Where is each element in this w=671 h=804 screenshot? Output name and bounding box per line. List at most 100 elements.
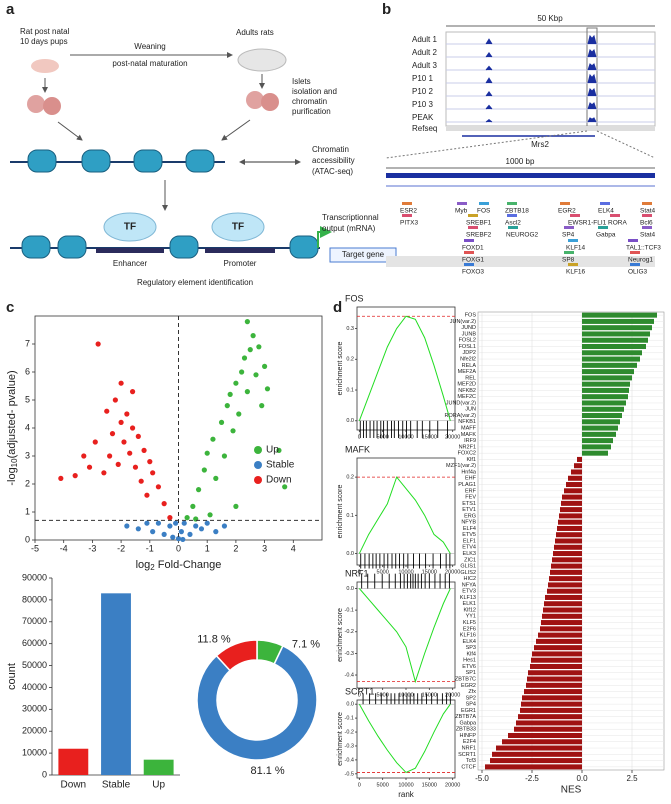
motif-label: Bcl6 [640, 220, 653, 227]
y-tick-label: -0.4 [345, 672, 354, 678]
bar [582, 375, 632, 381]
x-tick-label: 0 [358, 782, 361, 788]
y-tick-label: -0.3 [345, 743, 354, 749]
point [115, 461, 121, 467]
y-tick-label: 60000 [22, 638, 47, 648]
y-tick-label: EHF [465, 476, 477, 482]
y-axis-label-part: (adjusted- pvalue) [6, 370, 18, 458]
y-tick-label: FOS [465, 313, 477, 319]
track-label: P10 2 [412, 87, 433, 96]
y-tick-label: 70000 [22, 616, 47, 626]
x-tick-label: 10000 [398, 569, 413, 575]
y-tick-label: MEF2C [457, 394, 476, 400]
motif-box [628, 239, 638, 242]
motif-box [507, 202, 517, 205]
enrichment-curve [358, 588, 451, 684]
point [224, 403, 230, 409]
panel-label: b [382, 1, 391, 18]
bar [582, 337, 648, 343]
point [276, 447, 282, 453]
track-frame [445, 31, 656, 127]
label: Target gene [342, 250, 385, 259]
y-tick-label: 0.0 [346, 586, 354, 592]
motif-label: PITX3 [400, 220, 418, 227]
x-tick-label: 20000 [445, 782, 460, 788]
y-tick-label: ERG [464, 513, 476, 519]
motif-box [630, 263, 640, 266]
bar [532, 651, 582, 657]
y-tick-label: ELK1 [463, 601, 476, 607]
bar [543, 607, 582, 613]
point [227, 391, 233, 397]
track-signal [485, 88, 597, 97]
y-tick-label: JUN(var.2) [450, 319, 476, 325]
point [247, 347, 253, 353]
point [230, 428, 236, 434]
bar [582, 438, 613, 444]
motif-label: FOS [477, 208, 491, 215]
x-tick-label: 0 [358, 434, 361, 440]
motif-label: ZBTB18 [505, 208, 529, 215]
point [109, 431, 116, 437]
label: 10 days pups [20, 37, 68, 46]
motif-label: ELK4 [598, 208, 614, 215]
motif-label: Gabpa [596, 232, 616, 239]
motif-box [642, 214, 652, 217]
motif-box [507, 214, 517, 217]
zoom-track [386, 173, 655, 178]
label: Islets [292, 77, 311, 86]
y-tick-label: FEV [465, 495, 476, 501]
bar [582, 400, 626, 406]
y-tick-label: MEF2D [457, 382, 476, 388]
y-axis-label: -log10(adjusted- pvalue) [6, 370, 19, 485]
x-tick-label: 15000 [422, 569, 437, 575]
y-tick-label: 0.1 [346, 513, 354, 519]
point [210, 436, 216, 442]
y-tick-label: ETV1 [462, 507, 476, 513]
adult-rat-icon [237, 48, 287, 72]
y-tick-label: 90000 [22, 572, 47, 582]
y-tick-label: Nfe2l2 [460, 357, 476, 363]
bar [582, 387, 629, 393]
bar [551, 563, 582, 569]
y-tick-label: -0.5 [345, 771, 354, 777]
label: (ATAC-seq) [312, 167, 353, 176]
label: Promoter [224, 259, 257, 268]
y-tick-label: 4 [25, 422, 30, 432]
bar [558, 519, 582, 525]
y-tick-label: 30000 [22, 704, 47, 714]
point [195, 487, 202, 493]
y-axis-label-part: 10 [10, 458, 19, 467]
x-tick-label: 2 [233, 543, 238, 553]
motif-label: OLIG3 [628, 269, 648, 276]
y-tick-label: PLAG1 [458, 482, 476, 488]
y-tick-label: SP3 [466, 645, 476, 651]
bar [582, 394, 628, 400]
point [135, 433, 141, 439]
point [124, 523, 130, 529]
point [218, 419, 225, 425]
point [207, 512, 213, 518]
bar [553, 551, 582, 557]
motif-label: SP4 [562, 232, 575, 239]
motif-box [564, 226, 574, 229]
point [244, 319, 250, 325]
bar [582, 431, 616, 437]
nucleosomes [21, 235, 319, 259]
motif-label: EGR2 [558, 208, 576, 215]
tf-shape [103, 212, 157, 242]
point [250, 333, 256, 339]
label: output (mRNA) [322, 224, 376, 233]
bar [496, 745, 582, 751]
y-tick-label: YY1 [466, 614, 476, 620]
point [204, 450, 210, 456]
bar [582, 312, 657, 318]
y-tick-label: ZBTB7C [455, 676, 476, 682]
point [193, 523, 199, 529]
bar [582, 318, 654, 324]
y-tick-label: ERF [465, 488, 477, 494]
x-tick-label: 15000 [422, 692, 437, 698]
track-signal [485, 49, 597, 58]
motif-box [610, 214, 620, 217]
motif-label: ESR2 [400, 208, 417, 215]
